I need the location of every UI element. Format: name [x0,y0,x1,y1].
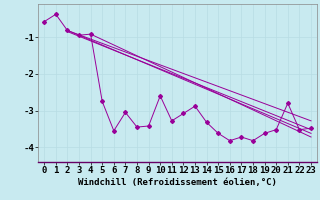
X-axis label: Windchill (Refroidissement éolien,°C): Windchill (Refroidissement éolien,°C) [78,178,277,187]
